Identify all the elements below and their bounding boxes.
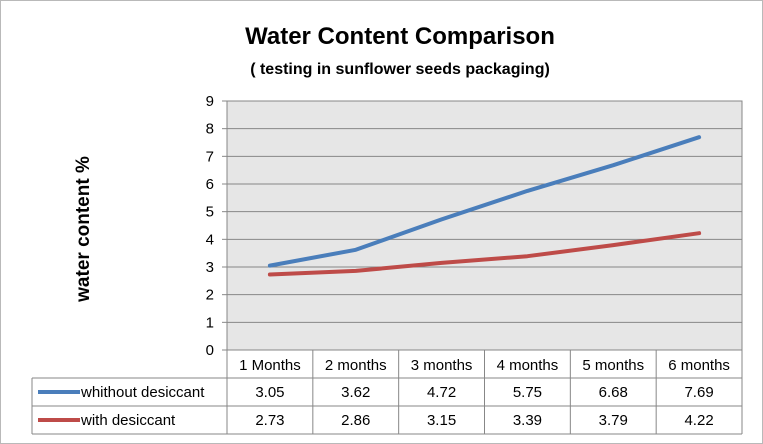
series-line-1 — [267, 231, 702, 277]
data-label: 4.22 — [684, 412, 713, 429]
y-tick-label: 4 — [206, 231, 214, 248]
legend-label-0: whithout desiccant — [80, 384, 205, 401]
y-tick-label: 5 — [206, 204, 214, 221]
data-label: 3.62 — [341, 384, 370, 401]
y-tick-label: 6 — [206, 176, 214, 193]
data-label: 5.75 — [513, 384, 542, 401]
x-tick-label: 3 months — [411, 357, 473, 374]
y-tick-label: 3 — [206, 259, 214, 276]
data-label: 2.73 — [255, 412, 284, 429]
plot-area — [226, 100, 743, 351]
y-tick-label: 2 — [206, 287, 214, 304]
data-table: 1 Months 2 months 3 months 4 months 5 months… — [31, 350, 743, 435]
y-tick-label: 7 — [206, 148, 214, 165]
x-tick-label: 6 months — [668, 357, 730, 374]
y-axis-ticks: 0 1 2 3 4 5 6 7 8 9 — [206, 93, 227, 359]
y-tick-label: 9 — [206, 93, 214, 110]
y-tick-label: 0 — [206, 342, 214, 359]
data-label: 3.39 — [513, 412, 542, 429]
series-lines — [267, 135, 702, 277]
data-label: 6.68 — [599, 384, 628, 401]
grid — [227, 128, 742, 323]
y-tick-label: 1 — [206, 314, 214, 331]
data-label: 3.05 — [255, 384, 284, 401]
chart-title: Water Content Comparison — [245, 23, 555, 50]
y-tick-label: 8 — [206, 121, 214, 138]
data-label: 3.15 — [427, 412, 456, 429]
chart-subtitle: ( testing in sunflower seeds packaging) — [250, 61, 550, 78]
x-tick-label: 5 months — [582, 357, 644, 374]
data-label: 3.79 — [599, 412, 628, 429]
legend-label-1: with desiccant — [80, 412, 176, 429]
data-label: 2.86 — [341, 412, 370, 429]
x-tick-label: 2 months — [325, 357, 387, 374]
data-label: 7.69 — [684, 384, 713, 401]
x-tick-label: 1 Months — [239, 357, 301, 374]
series-line-0 — [267, 135, 702, 268]
y-axis-label: water content % — [73, 156, 94, 303]
x-tick-label: 4 months — [497, 357, 559, 374]
data-label: 4.72 — [427, 384, 456, 401]
